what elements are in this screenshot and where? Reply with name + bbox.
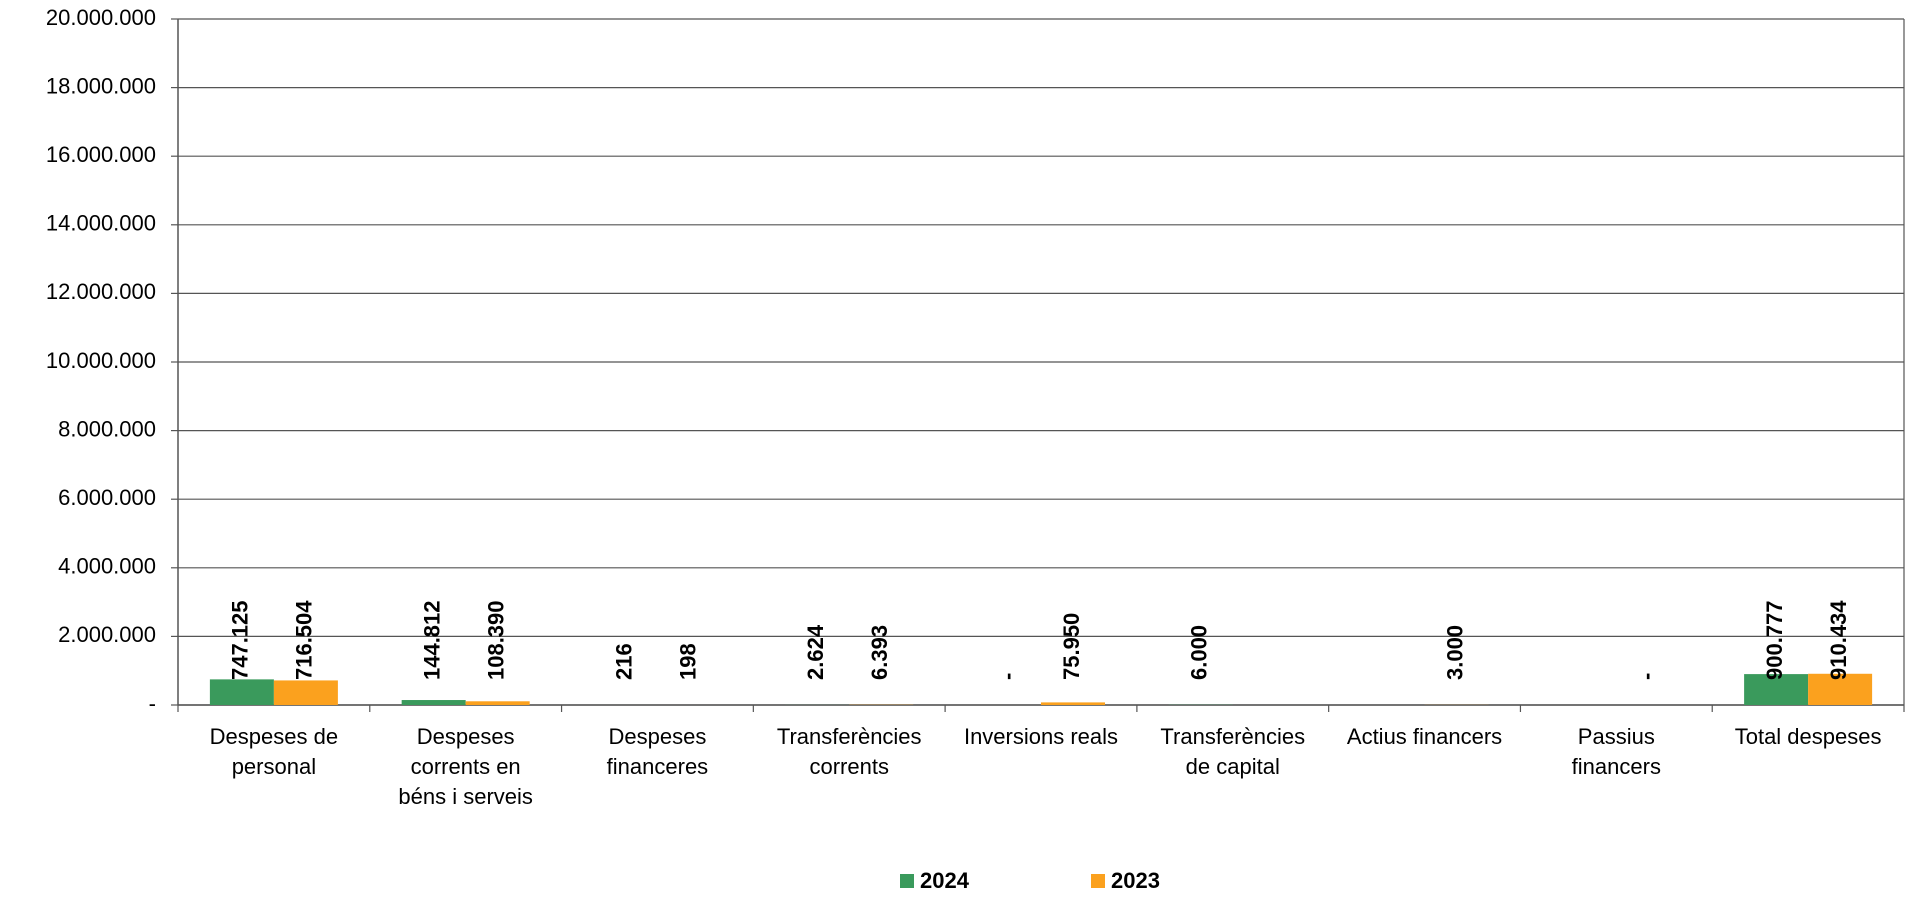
legend-swatch — [1091, 874, 1105, 888]
bar — [401, 700, 466, 705]
y-tick-label: - — [149, 691, 156, 716]
value-label: - — [995, 673, 1020, 680]
value-label: 6.000 — [1187, 625, 1212, 680]
y-tick-label: 4.000.000 — [58, 554, 156, 579]
y-tick-label: 6.000.000 — [58, 485, 156, 510]
y-tick-label: 8.000.000 — [58, 416, 156, 441]
value-label: 198 — [675, 643, 700, 680]
legend-label: 2023 — [1111, 868, 1160, 893]
bar — [273, 680, 338, 705]
y-tick-label: 12.000.000 — [46, 279, 156, 304]
x-tick-label: Passius financers — [1571, 724, 1661, 779]
value-label: - — [1634, 673, 1659, 680]
x-tick-label: Total despeses — [1734, 724, 1882, 749]
value-label: 144.812 — [419, 600, 444, 680]
x-tick-label: Despeses financeres — [606, 724, 709, 779]
value-label: 108.390 — [483, 600, 508, 680]
y-tick-label: 10.000.000 — [46, 348, 156, 373]
y-tick-label: 18.000.000 — [46, 73, 156, 98]
x-tick-label: Inversions reals — [963, 724, 1119, 749]
x-tick-label: Transferències de capital — [1160, 724, 1306, 779]
x-tick-label: Despeses corrents en béns i serveis — [398, 724, 533, 809]
bar — [1744, 674, 1809, 705]
y-tick-label: 2.000.000 — [58, 622, 156, 647]
value-label: 747.125 — [228, 600, 253, 680]
bar — [1808, 673, 1873, 705]
value-label: 3.000 — [1442, 625, 1467, 680]
legend-label: 2024 — [920, 868, 970, 893]
bar — [209, 679, 274, 705]
value-label: 75.950 — [1059, 613, 1084, 680]
y-tick-label: 20.000.000 — [46, 5, 156, 30]
x-tick-label: Despeses de personal — [209, 724, 339, 779]
value-label: 2.624 — [803, 624, 828, 680]
value-label: 716.504 — [292, 600, 317, 680]
value-label: 6.393 — [867, 625, 892, 680]
legend-swatch — [900, 874, 914, 888]
x-tick-label: Transferències corrents — [776, 724, 922, 779]
y-tick-label: 16.000.000 — [46, 142, 156, 167]
x-tick-label: Actius financers — [1346, 724, 1503, 749]
bar — [1041, 702, 1105, 705]
value-label: 216 — [611, 643, 636, 680]
value-label: 910.434 — [1826, 600, 1851, 680]
bar — [465, 701, 530, 705]
value-label: 900.777 — [1762, 600, 1787, 680]
y-tick-label: 14.000.000 — [46, 211, 156, 236]
